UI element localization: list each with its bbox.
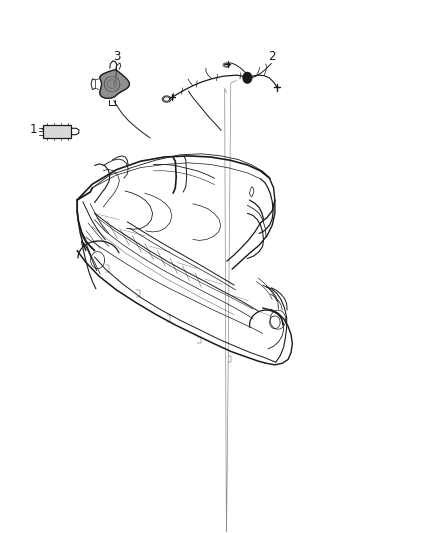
- Polygon shape: [100, 70, 130, 98]
- Circle shape: [243, 72, 252, 83]
- Text: 1: 1: [30, 123, 37, 136]
- Text: 3: 3: [113, 50, 120, 63]
- FancyBboxPatch shape: [43, 125, 71, 138]
- Text: 2: 2: [268, 50, 275, 63]
- Circle shape: [106, 77, 118, 92]
